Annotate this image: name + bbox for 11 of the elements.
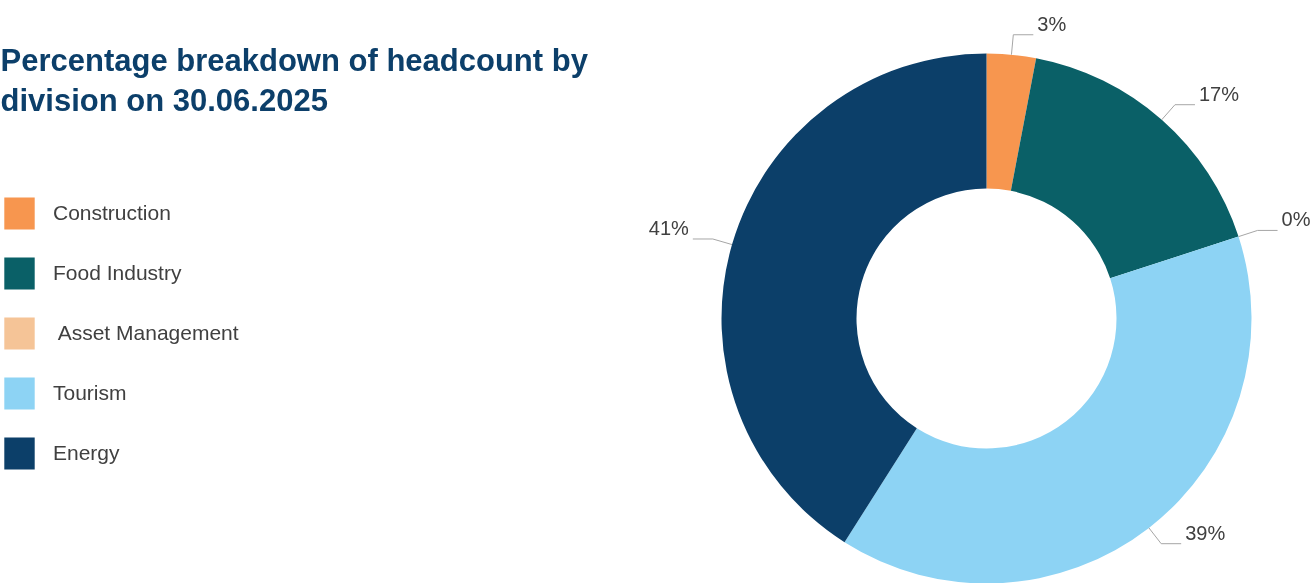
text: 0% <box>1281 208 1311 231</box>
legend-label: Tourism <box>53 381 127 405</box>
legend-label: Construction <box>53 201 171 225</box>
data-label: 41% <box>648 216 690 239</box>
data-label: 39% <box>1185 521 1226 544</box>
legend-label: Food Industry <box>53 261 182 285</box>
text: Percentage breakdown of headcount by division on 30.06.2025 <box>0 42 589 118</box>
legend-label: Energy <box>53 441 120 465</box>
legend-label: Asset Management <box>56 321 239 345</box>
data-label: 3% <box>1037 12 1067 35</box>
data-label: 17% <box>1198 82 1240 105</box>
